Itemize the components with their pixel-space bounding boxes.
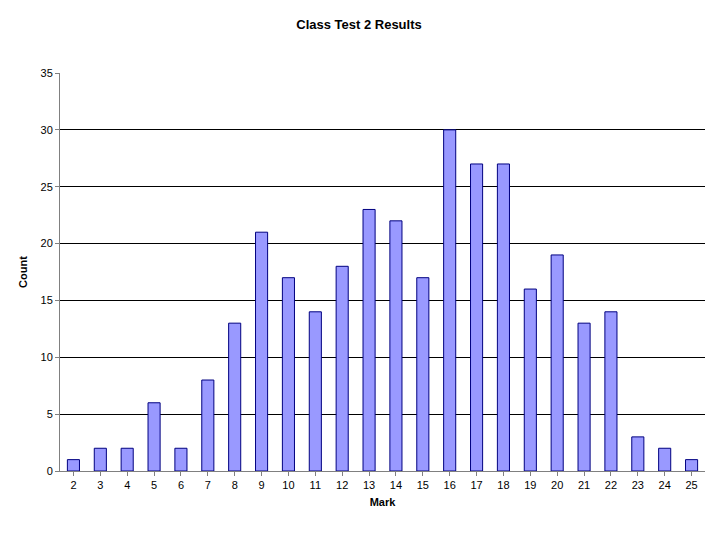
svg-text:21: 21 — [578, 479, 590, 491]
svg-text:18: 18 — [497, 479, 509, 491]
svg-text:15: 15 — [41, 294, 53, 306]
svg-text:24: 24 — [659, 479, 671, 491]
svg-text:Count: Count — [17, 256, 29, 288]
svg-text:22: 22 — [605, 479, 617, 491]
svg-text:8: 8 — [232, 479, 238, 491]
svg-text:Mark: Mark — [370, 496, 397, 508]
svg-text:10: 10 — [282, 479, 294, 491]
svg-text:23: 23 — [632, 479, 644, 491]
svg-text:16: 16 — [444, 479, 456, 491]
svg-text:11: 11 — [310, 479, 321, 491]
svg-text:13: 13 — [363, 479, 375, 491]
svg-text:20: 20 — [551, 479, 563, 491]
svg-text:12: 12 — [336, 479, 348, 491]
svg-text:2: 2 — [70, 479, 76, 491]
svg-text:15: 15 — [417, 479, 429, 491]
svg-text:35: 35 — [41, 67, 53, 79]
svg-text:20: 20 — [41, 237, 53, 249]
svg-text:14: 14 — [390, 479, 402, 491]
svg-text:5: 5 — [47, 408, 53, 420]
svg-text:25: 25 — [41, 181, 53, 193]
svg-text:25: 25 — [685, 479, 697, 491]
svg-text:5: 5 — [151, 479, 157, 491]
svg-text:7: 7 — [205, 479, 211, 491]
svg-text:30: 30 — [41, 124, 53, 136]
svg-text:Class Test 2 Results: Class Test 2 Results — [296, 17, 421, 32]
svg-text:9: 9 — [258, 479, 264, 491]
svg-text:6: 6 — [178, 479, 184, 491]
svg-text:4: 4 — [124, 479, 130, 491]
svg-text:19: 19 — [524, 479, 536, 491]
svg-text:17: 17 — [470, 479, 482, 491]
svg-text:0: 0 — [47, 465, 53, 477]
svg-text:10: 10 — [41, 351, 53, 363]
svg-text:3: 3 — [97, 479, 103, 491]
